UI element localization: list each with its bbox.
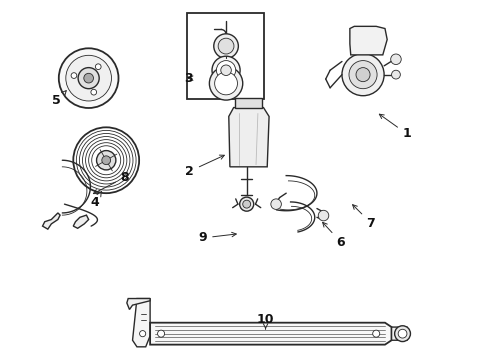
Circle shape	[79, 134, 133, 187]
Circle shape	[76, 130, 136, 190]
Polygon shape	[150, 323, 391, 345]
Circle shape	[212, 56, 240, 84]
Text: 3: 3	[184, 72, 193, 85]
Circle shape	[85, 140, 126, 181]
Circle shape	[390, 54, 401, 64]
Circle shape	[59, 48, 118, 108]
Circle shape	[372, 330, 379, 337]
Circle shape	[213, 34, 238, 58]
Circle shape	[82, 136, 130, 184]
Polygon shape	[234, 98, 262, 108]
Text: 10: 10	[256, 313, 274, 329]
Circle shape	[209, 67, 242, 100]
Circle shape	[355, 68, 369, 82]
Circle shape	[221, 65, 231, 76]
Circle shape	[218, 38, 233, 54]
Circle shape	[88, 143, 123, 178]
Circle shape	[92, 146, 121, 175]
Text: 8: 8	[93, 171, 129, 194]
Bar	[187, 13, 264, 99]
Text: 7: 7	[352, 205, 374, 230]
Circle shape	[242, 200, 250, 208]
Polygon shape	[228, 108, 268, 167]
Circle shape	[96, 150, 116, 170]
Circle shape	[239, 197, 253, 211]
Text: 2: 2	[185, 155, 224, 178]
Text: 4: 4	[90, 191, 102, 209]
Circle shape	[391, 70, 400, 79]
Text: 9: 9	[198, 231, 236, 244]
Polygon shape	[42, 213, 60, 229]
Circle shape	[73, 127, 139, 193]
Circle shape	[95, 64, 101, 69]
Text: 1: 1	[379, 114, 410, 140]
Polygon shape	[349, 26, 386, 55]
Circle shape	[318, 210, 328, 221]
Circle shape	[78, 68, 99, 89]
Circle shape	[83, 73, 93, 83]
Text: 6: 6	[322, 222, 345, 249]
Polygon shape	[132, 298, 150, 347]
Circle shape	[397, 329, 406, 338]
Circle shape	[157, 330, 164, 337]
Polygon shape	[73, 215, 88, 228]
Text: 5: 5	[52, 91, 66, 108]
Circle shape	[216, 60, 235, 80]
Circle shape	[270, 199, 281, 210]
Circle shape	[102, 156, 110, 165]
Circle shape	[139, 330, 145, 337]
Polygon shape	[126, 298, 150, 310]
Circle shape	[348, 60, 376, 89]
Circle shape	[66, 55, 111, 101]
Circle shape	[214, 72, 237, 95]
Circle shape	[71, 73, 77, 78]
Polygon shape	[391, 327, 408, 340]
Circle shape	[394, 326, 409, 342]
Circle shape	[91, 89, 97, 95]
Circle shape	[341, 54, 384, 96]
